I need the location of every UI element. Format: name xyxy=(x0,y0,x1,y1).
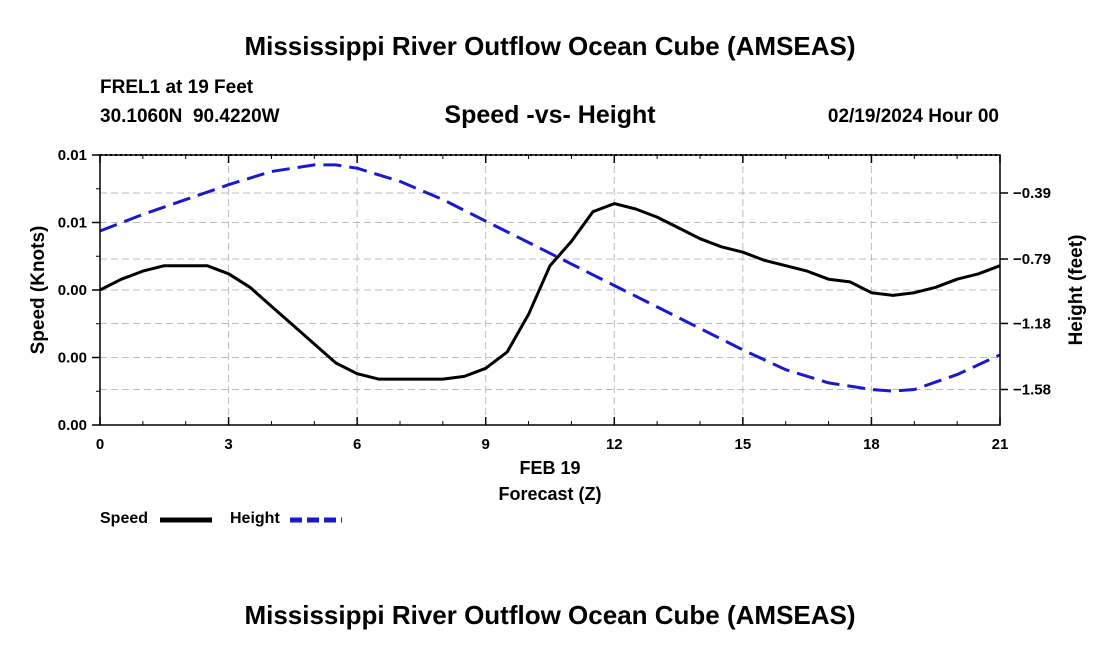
y-right-tick-label: −1.18 xyxy=(1013,315,1051,332)
axes: 0 3 6 9 12 15 18 21 0.00 0.00 0.00 0.01 0.01 −0.39 −0.… xyxy=(58,147,1051,453)
forecast-datetime: 02/19/2024 Hour 00 xyxy=(827,106,999,127)
y-left-tick-label: 0.01 xyxy=(58,215,87,232)
x-axis-label: Forecast (Z) xyxy=(498,484,602,504)
series-group xyxy=(99,163,1001,393)
speed-series-line xyxy=(99,202,1001,381)
x-tick-label: 0 xyxy=(96,436,104,453)
y-right-tick-label: −0.39 xyxy=(1013,185,1051,202)
y-left-tick-label: 0.00 xyxy=(58,282,87,299)
y-left-tick-label: 0.01 xyxy=(58,147,87,164)
legend-height-swatch xyxy=(290,517,342,523)
legend-speed-label: Speed xyxy=(100,510,149,527)
x-tick-label: 18 xyxy=(863,436,880,453)
chart-subtitle: Speed -vs- Height xyxy=(444,101,656,129)
x-tick-label: 12 xyxy=(606,436,623,453)
legend-height-label: Height xyxy=(230,510,280,527)
station-label: FREL1 at 19 Feet xyxy=(100,77,254,98)
legend-speed-swatch xyxy=(160,517,212,523)
y-left-tick-label: 0.00 xyxy=(58,350,87,367)
x-tick-label: 3 xyxy=(224,436,232,453)
x-tick-label: 15 xyxy=(735,436,752,453)
height-series-line xyxy=(99,163,1001,393)
x-axis-date: FEB 19 xyxy=(519,458,581,478)
x-tick-label: 6 xyxy=(353,436,361,453)
grid xyxy=(100,155,1000,425)
footer-title: Mississippi River Outflow Ocean Cube (AM… xyxy=(244,600,856,630)
y-axis-right-label: Height (feet) xyxy=(1066,235,1087,346)
x-tick-label: 9 xyxy=(482,436,490,453)
y-left-tick-label: 0.00 xyxy=(58,417,87,434)
y-right-tick-label: −1.58 xyxy=(1013,381,1051,398)
y-axis-left-label: Speed (Knots) xyxy=(28,226,49,355)
chart-title: Mississippi River Outflow Ocean Cube (AM… xyxy=(244,31,856,61)
coordinates-label: 30.1060N 90.4220W xyxy=(100,106,280,127)
y-right-tick-label: −0.79 xyxy=(1013,251,1051,268)
x-tick-label: 21 xyxy=(992,436,1009,453)
